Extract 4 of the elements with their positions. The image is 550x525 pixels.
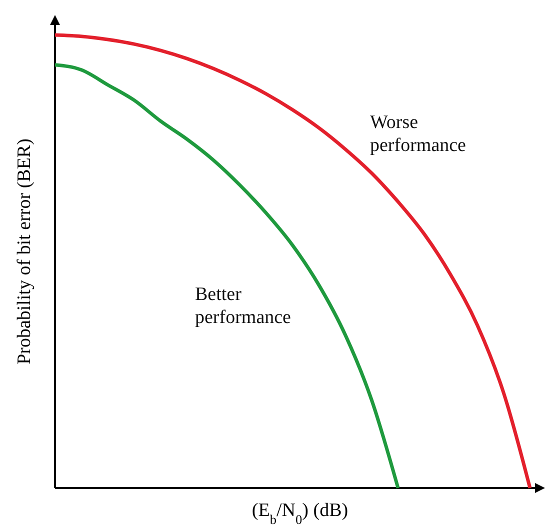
x-axis-title: (E$_{b}$/N$_{0}$) (dB) [252, 500, 348, 525]
annotation: Worse performance [370, 112, 466, 156]
y-axis-title: Probability of bit error (BER) [14, 138, 35, 364]
annotation: Better performance [195, 284, 291, 328]
